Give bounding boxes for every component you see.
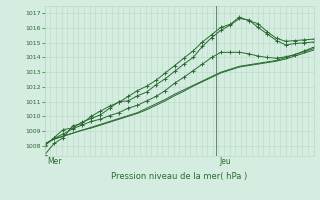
Text: Mer: Mer	[47, 158, 62, 166]
Text: Jeu: Jeu	[219, 158, 231, 166]
X-axis label: Pression niveau de la mer( hPa ): Pression niveau de la mer( hPa )	[111, 172, 247, 181]
